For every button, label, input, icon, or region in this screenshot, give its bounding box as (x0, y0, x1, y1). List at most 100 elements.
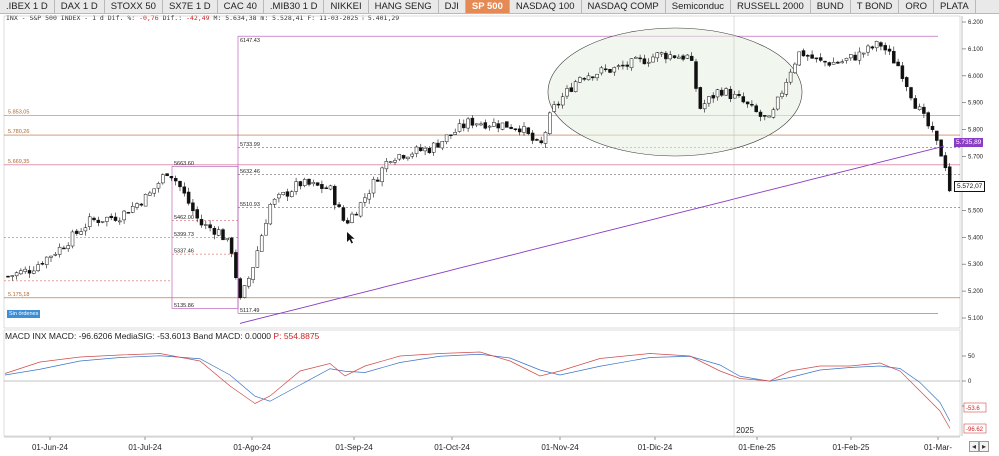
y-tick-label: 5.400 (968, 235, 984, 241)
candle-down (930, 125, 935, 130)
candle-up (363, 197, 367, 203)
candle-down (470, 117, 475, 126)
tab-semiconduc[interactable]: Semiconduc (666, 0, 732, 13)
candle-down (535, 139, 539, 141)
candle-down (539, 140, 543, 144)
price-pane-frame (3, 15, 961, 329)
y-tick-label: 6.000 (968, 74, 984, 80)
y-tick-label: 6.100 (968, 47, 984, 53)
candle-down (698, 87, 703, 109)
candle-down (27, 270, 32, 274)
candle-up (655, 52, 660, 59)
candle-up (784, 82, 789, 95)
candle-down (608, 68, 612, 73)
tab-dji[interactable]: DJI (439, 0, 466, 13)
candle-down (913, 98, 918, 109)
candle-up (122, 210, 126, 221)
scroll-left-button[interactable]: ◂ (969, 441, 979, 452)
candle-up (216, 229, 221, 236)
moving-average-line[interactable] (239, 145, 945, 324)
candle-up (49, 255, 53, 258)
tab-mib30-1-d[interactable]: .MIB30 1 D (264, 0, 325, 13)
fib-level-label: 5510.93 (240, 202, 260, 208)
tab-stoxx-50[interactable]: STOXX 50 (105, 0, 163, 13)
candle-down (741, 96, 746, 103)
candle-down (509, 126, 513, 129)
tab-ibex-1-d[interactable]: .IBEX 1 D (0, 0, 55, 13)
y-tick-label: 6.200 (968, 20, 984, 26)
candle-down (169, 176, 174, 179)
candle-up (440, 141, 445, 149)
candle-up (685, 54, 690, 59)
candle-up (586, 75, 591, 81)
tab-nasdaq-comp[interactable]: NASDAQ COMP (582, 0, 666, 13)
candle-up (565, 88, 569, 97)
candle-up (79, 231, 83, 235)
orders-badge[interactable]: Sin órdenes (7, 310, 41, 318)
instrument-info-line: INX - S&P 500 INDEX - 1 d Dif. %: -0,76 … (6, 14, 399, 22)
tab-bund[interactable]: BUND (811, 0, 851, 13)
candle-down (603, 68, 608, 71)
tab-oro[interactable]: ORO (899, 0, 935, 13)
level-label: 5.853,05 (8, 109, 29, 115)
y-tick-label: 5.700 (968, 155, 984, 161)
candle-down (642, 58, 647, 65)
candle-down (341, 207, 346, 221)
candle-up (573, 81, 578, 93)
candle-down (870, 46, 875, 49)
tab-hang-seng[interactable]: HANG SENG (369, 0, 439, 13)
candle-up (612, 67, 617, 73)
scroll-right-button[interactable]: ▸ (979, 441, 989, 452)
x-tick-label: 01-Sep-24 (335, 443, 373, 452)
macd-value-tag (963, 423, 987, 434)
candle-down (462, 123, 466, 129)
consolidation-ellipse[interactable] (547, 27, 803, 157)
candle-up (634, 57, 638, 59)
candle-down (113, 216, 118, 221)
candle-up (560, 96, 565, 106)
candle-down (694, 61, 698, 89)
x-tick-label: 01-Jul-24 (128, 443, 162, 452)
tab-plata[interactable]: PLATA (934, 0, 976, 13)
candle-down (818, 57, 823, 61)
candle-down (750, 103, 754, 106)
candle-up (23, 268, 27, 272)
candle-down (75, 230, 79, 234)
tab-sp-500[interactable]: SP 500 (465, 0, 510, 13)
candle-up (466, 118, 470, 129)
tab-nasdaq-100[interactable]: NASDAQ 100 (510, 0, 582, 13)
candle-down (621, 64, 625, 67)
candle-up (406, 156, 410, 160)
candle-down (337, 204, 341, 207)
candle-down (307, 178, 311, 185)
candle-down (109, 215, 113, 219)
candle-up (780, 92, 784, 97)
candle-up (302, 179, 307, 186)
candle-down (836, 61, 840, 64)
tab-dax-1-d[interactable]: DAX 1 D (55, 0, 105, 13)
candle-down (806, 55, 810, 57)
candle-down (922, 106, 926, 114)
candle-down (483, 122, 488, 129)
candle-up (917, 106, 922, 110)
candle-up (311, 182, 316, 185)
candle-up (204, 224, 208, 226)
candle-up (358, 202, 363, 217)
candle-up (651, 56, 655, 63)
macd-signal-value: MediaSIG: -53.6013 (114, 331, 191, 341)
tab-russell-2000[interactable]: RUSSELL 2000 (731, 0, 811, 13)
level-label: 5.669,35 (8, 159, 29, 165)
tab-t-bond[interactable]: T BOND (851, 0, 900, 13)
tab-nikkei[interactable]: NIKKEI (324, 0, 369, 13)
candle-down (745, 101, 750, 105)
tab-sx7e-1-d[interactable]: SX7E 1 D (163, 0, 218, 13)
candle-up (840, 61, 844, 64)
candle-down (96, 219, 101, 223)
candle-up (118, 220, 122, 223)
candle-up (423, 147, 427, 152)
instrument-tabs: .IBEX 1 D DAX 1 D STOXX 50 SX7E 1 D CAC 40 .M… (0, 0, 999, 14)
tab-cac-40[interactable]: CAC 40 (218, 0, 264, 13)
candle-down (195, 209, 199, 219)
candle-up (143, 193, 148, 207)
